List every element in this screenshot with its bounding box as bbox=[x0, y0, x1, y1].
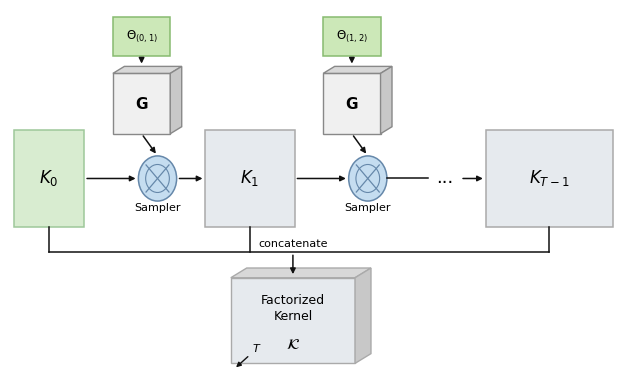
Text: $\Theta_{(1,2)}$: $\Theta_{(1,2)}$ bbox=[336, 28, 368, 45]
Text: Factorized: Factorized bbox=[261, 294, 325, 307]
Bar bbox=[113, 17, 170, 56]
Text: $\mathcal{K}$: $\mathcal{K}$ bbox=[286, 337, 300, 352]
Bar bbox=[323, 73, 381, 134]
Text: $\mathbf{G}$: $\mathbf{G}$ bbox=[135, 96, 148, 112]
Text: $T$: $T$ bbox=[252, 342, 261, 354]
Bar bbox=[205, 130, 294, 227]
Bar bbox=[486, 130, 613, 227]
Bar bbox=[113, 73, 170, 134]
Text: ...: ... bbox=[436, 169, 453, 187]
Text: Kernel: Kernel bbox=[273, 310, 312, 323]
Bar bbox=[14, 130, 84, 227]
Text: $K_1$: $K_1$ bbox=[240, 169, 260, 189]
Text: Sampler: Sampler bbox=[134, 203, 180, 213]
Text: Sampler: Sampler bbox=[344, 203, 391, 213]
Bar bbox=[323, 17, 381, 56]
Text: $K_0$: $K_0$ bbox=[40, 169, 59, 189]
Polygon shape bbox=[113, 66, 182, 73]
Polygon shape bbox=[323, 66, 392, 73]
Text: concatenate: concatenate bbox=[258, 240, 328, 249]
Polygon shape bbox=[381, 66, 392, 134]
Ellipse shape bbox=[349, 156, 387, 201]
Ellipse shape bbox=[138, 156, 177, 201]
Polygon shape bbox=[355, 268, 371, 363]
Polygon shape bbox=[231, 268, 371, 278]
Bar bbox=[231, 278, 355, 363]
Text: $\Theta_{(0,1)}$: $\Theta_{(0,1)}$ bbox=[125, 28, 157, 45]
Text: $\mathbf{G}$: $\mathbf{G}$ bbox=[345, 96, 358, 112]
Text: $K_{T-1}$: $K_{T-1}$ bbox=[529, 169, 570, 189]
Polygon shape bbox=[170, 66, 182, 134]
